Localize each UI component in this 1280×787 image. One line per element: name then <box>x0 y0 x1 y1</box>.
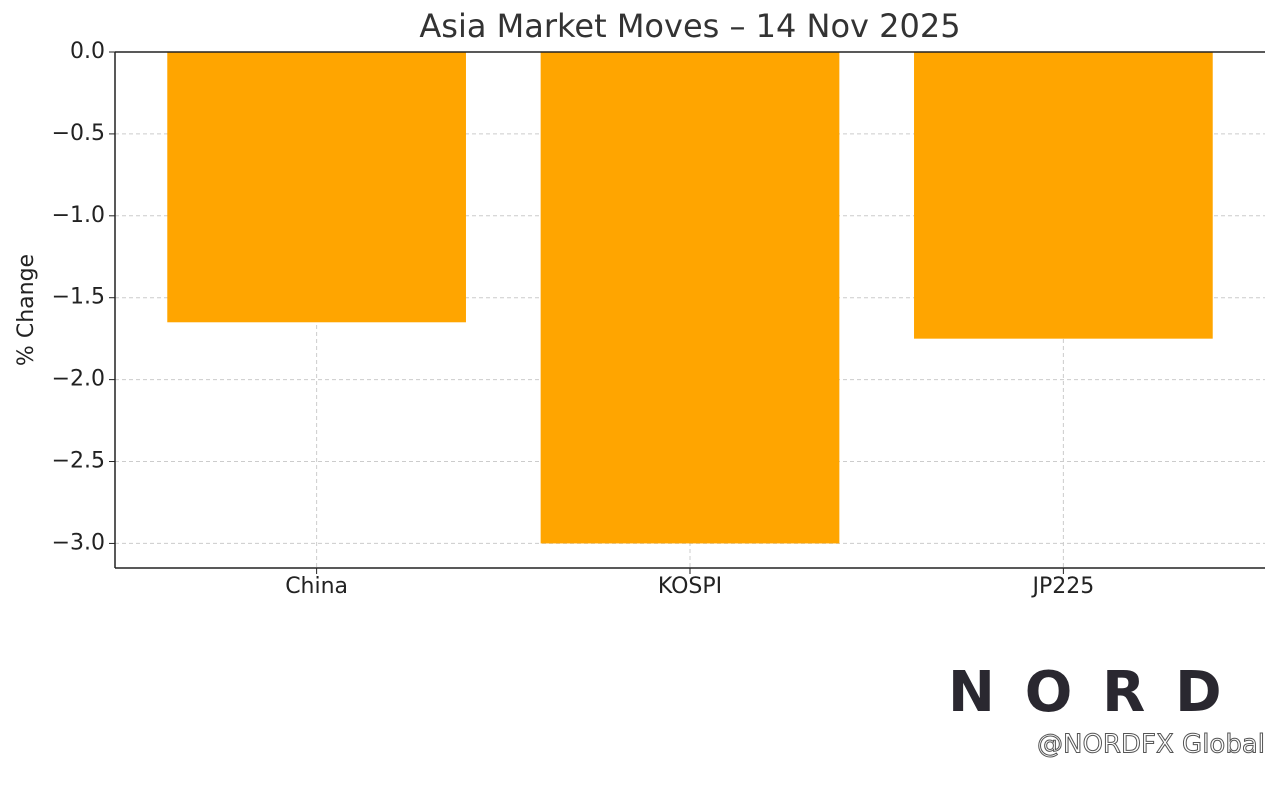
y-tick-label: −2.5 <box>52 449 105 474</box>
bar <box>914 52 1213 339</box>
y-tick-label: −3.0 <box>52 530 105 555</box>
watermark-handle: @NORDFX Global <box>1037 730 1265 760</box>
x-tick-label: JP225 <box>1031 574 1095 599</box>
y-tick-label: −2.0 <box>52 367 105 392</box>
bar <box>540 52 840 544</box>
y-tick-label: −0.5 <box>52 121 105 146</box>
logo: NORD FX <box>948 660 1280 725</box>
bar <box>167 52 466 323</box>
y-tick-label: −1.0 <box>52 203 105 228</box>
x-tick-label: KOSPI <box>658 574 722 599</box>
y-tick-label: 0.0 <box>70 39 105 64</box>
x-tick-label: China <box>285 574 348 599</box>
y-tick-label: −1.5 <box>52 285 105 310</box>
chart-title: Asia Market Moves – 14 Nov 2025 <box>419 7 960 45</box>
y-axis-label: % Change <box>14 254 39 366</box>
